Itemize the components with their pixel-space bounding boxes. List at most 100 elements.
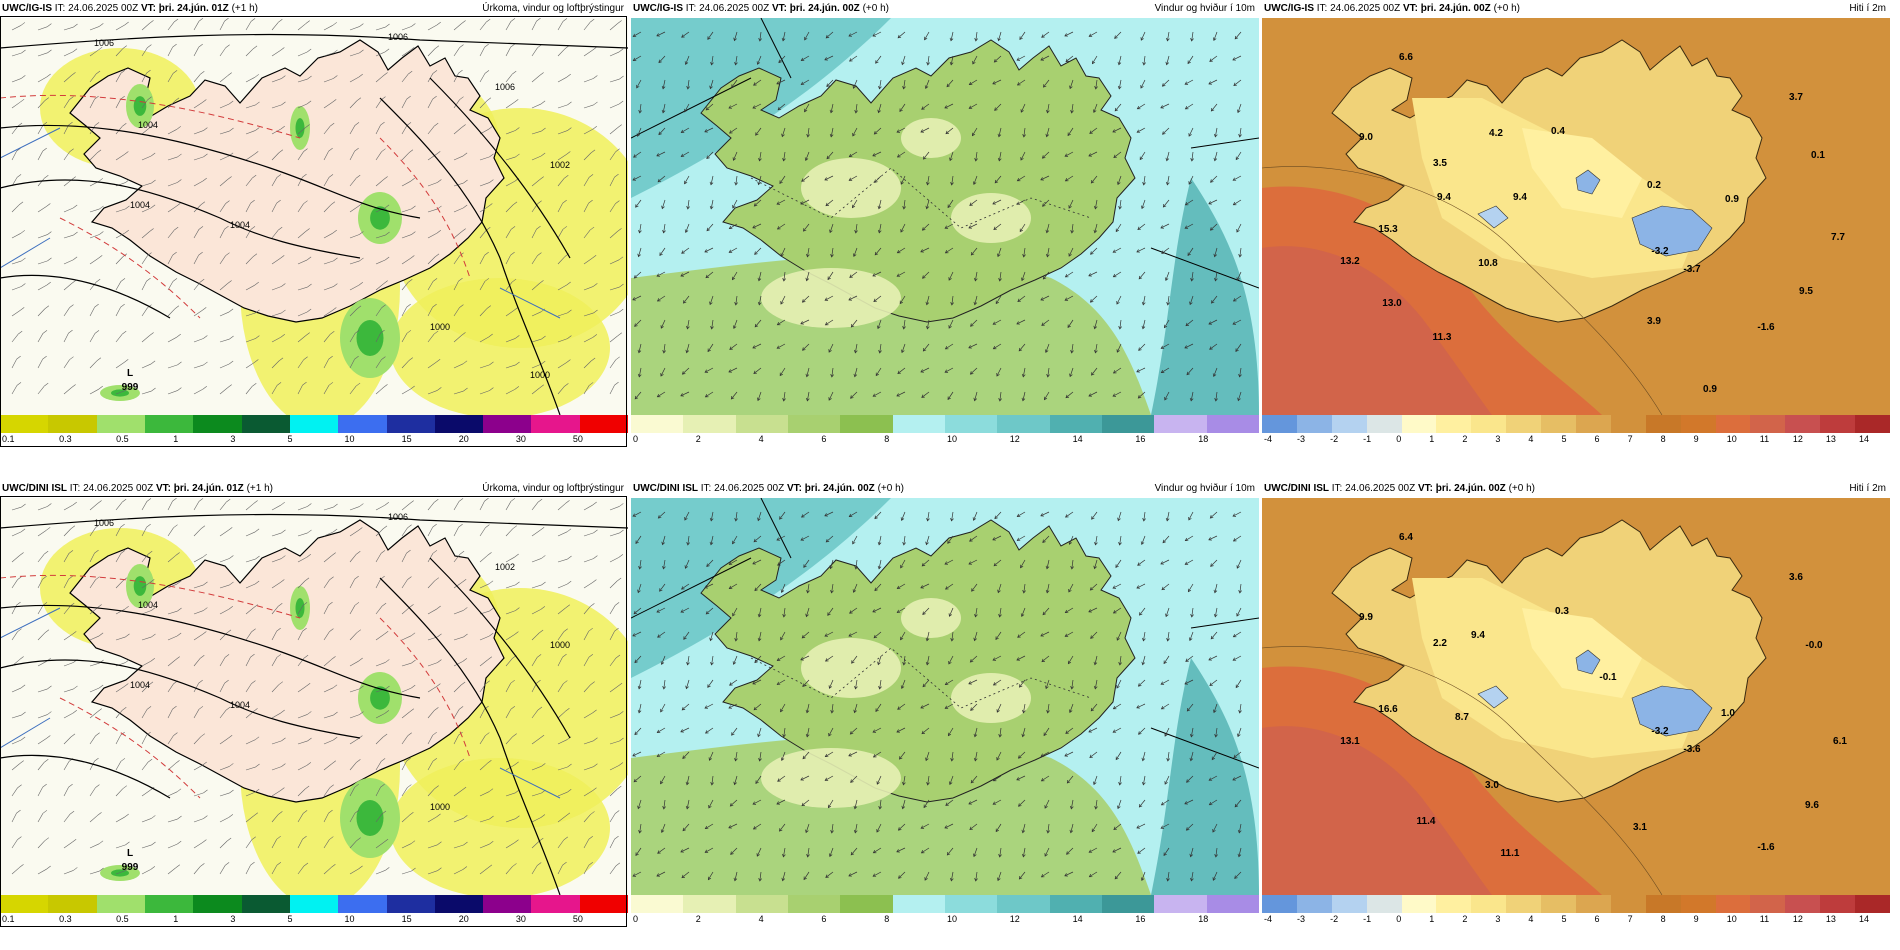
color-scale-segment [0, 895, 49, 913]
wind-barb-flag [411, 659, 416, 664]
wind-arrow-head [1069, 829, 1074, 834]
wind-arrow-head [1211, 300, 1215, 304]
wind-arrow-head [1064, 873, 1068, 877]
wind-barb [37, 738, 47, 745]
wind-arrow [852, 535, 858, 545]
wind-barb-flag [592, 126, 597, 130]
wind-arrow-head [830, 710, 834, 714]
wind-arrow-head [704, 129, 708, 133]
wind-arrow-head [924, 85, 929, 89]
wind-arrow-head [1214, 854, 1218, 858]
wind-barb [115, 844, 126, 849]
wind-barb-flag [203, 607, 208, 611]
wind-arrow-head [805, 373, 810, 378]
wind-arrow [1089, 751, 1098, 758]
wind-arrow [802, 343, 810, 351]
wind-barb-flag [619, 737, 624, 742]
wind-arrow [848, 31, 858, 37]
wind-barb [37, 52, 48, 57]
wind-arrow [1068, 199, 1074, 209]
wind-barb-flag [71, 280, 76, 284]
map-canvas[interactable]: 6.4 3.6 9.9 2.2 9.4 0.3 -0.0 -0.1 16.6 8.7 1.0 -3.2… [1262, 498, 1890, 895]
wind-barb-flag [618, 762, 624, 766]
wind-arrow-head [853, 709, 857, 714]
wind-barb [349, 714, 360, 719]
wind-arrow [1232, 55, 1242, 61]
wind-barb-flag [121, 498, 127, 503]
wind-barb [141, 255, 148, 265]
wind-barb-flag [333, 257, 338, 262]
wind-barb [349, 100, 358, 109]
wind-barb-flag [120, 758, 126, 762]
wind-barb [167, 683, 174, 693]
map-canvas[interactable] [631, 18, 1259, 415]
wind-barb-flag [541, 763, 546, 767]
map-canvas[interactable]: 1006 1006 1004 1004 1004 1006 1002 1000 1000 L 999 [0, 18, 628, 415]
wind-barb [219, 103, 230, 109]
wind-arrow [634, 319, 642, 327]
wind-arrow-head [662, 686, 666, 690]
map-canvas[interactable]: 1006 1006 1004 1004 1004 1002 1000 1000 L 999 [0, 498, 628, 895]
wind-barb-flag [408, 149, 414, 154]
wind-barb-flag [359, 257, 364, 262]
wind-barb [609, 359, 616, 369]
wind-barb-flag [254, 580, 260, 585]
wind-barb-flag [198, 18, 204, 22]
wind-arrow [920, 823, 930, 829]
wind-arrow [825, 751, 834, 757]
wind-barb [479, 281, 486, 291]
wind-barb-flag [328, 147, 333, 152]
temperature-value: 10.8 [1478, 258, 1498, 269]
wind-barb [427, 735, 434, 745]
wind-barb [349, 308, 358, 317]
wind-arrow [683, 631, 690, 640]
wind-arrow [636, 79, 642, 89]
wind-arrow [950, 871, 954, 881]
wind-arrow-head [1090, 251, 1094, 255]
wind-barb-flag [358, 657, 363, 662]
wind-barb [401, 152, 410, 161]
wind-arrow [1115, 223, 1122, 232]
wind-arrow-head [1142, 637, 1146, 642]
wind-arrow [848, 295, 858, 301]
wind-arrow [1160, 823, 1170, 829]
wind-barb-flag [124, 359, 129, 363]
wind-barb-flag [408, 278, 413, 283]
wind-barb [427, 333, 435, 343]
wind-barb [141, 582, 151, 589]
wind-arrow [1215, 847, 1218, 857]
wind-arrow [926, 535, 930, 545]
wind-arrow-head [733, 781, 737, 786]
wind-barb-flag [354, 602, 360, 606]
wind-barb [11, 25, 22, 31]
wind-arrow [1167, 295, 1170, 305]
color-scale-segment [1331, 895, 1367, 913]
wind-arrow [896, 847, 906, 853]
wind-barb-flag [225, 706, 231, 711]
color-scale-tick: 11 [1759, 914, 1770, 924]
wind-barb-flag [177, 607, 182, 612]
wind-barb [401, 180, 411, 187]
wind-arrow-head [1136, 585, 1140, 589]
wind-arrow-head [1068, 588, 1072, 593]
wind-barb-flag [590, 811, 595, 815]
wind-barb [479, 364, 490, 369]
wind-arrow-head [734, 638, 738, 642]
map-canvas[interactable] [631, 498, 1259, 895]
wind-arrow-head [920, 129, 924, 133]
wind-arrow [876, 823, 882, 833]
wind-arrow-head [684, 180, 688, 185]
wind-arrow-head [1041, 322, 1045, 326]
wind-arrow [970, 367, 978, 375]
wind-arrow [730, 847, 738, 855]
wind-arrow [1142, 319, 1146, 329]
map-canvas[interactable]: 6.6 3.7 9.0 3.5 4.2 0.4 0.1 9.4 9.4 0.2 0.9 15.3 -3.… [1262, 18, 1890, 415]
color-scale-segment [1785, 415, 1821, 433]
wind-arrow-head [830, 830, 834, 834]
wind-arrow [807, 247, 810, 257]
wind-arrow-head [1184, 681, 1188, 685]
wind-barb-flag [251, 680, 256, 684]
wind-arrow [1115, 751, 1122, 760]
init-time: IT: 24.06.2025 00Z [685, 3, 770, 14]
wind-arrow [1064, 631, 1074, 637]
